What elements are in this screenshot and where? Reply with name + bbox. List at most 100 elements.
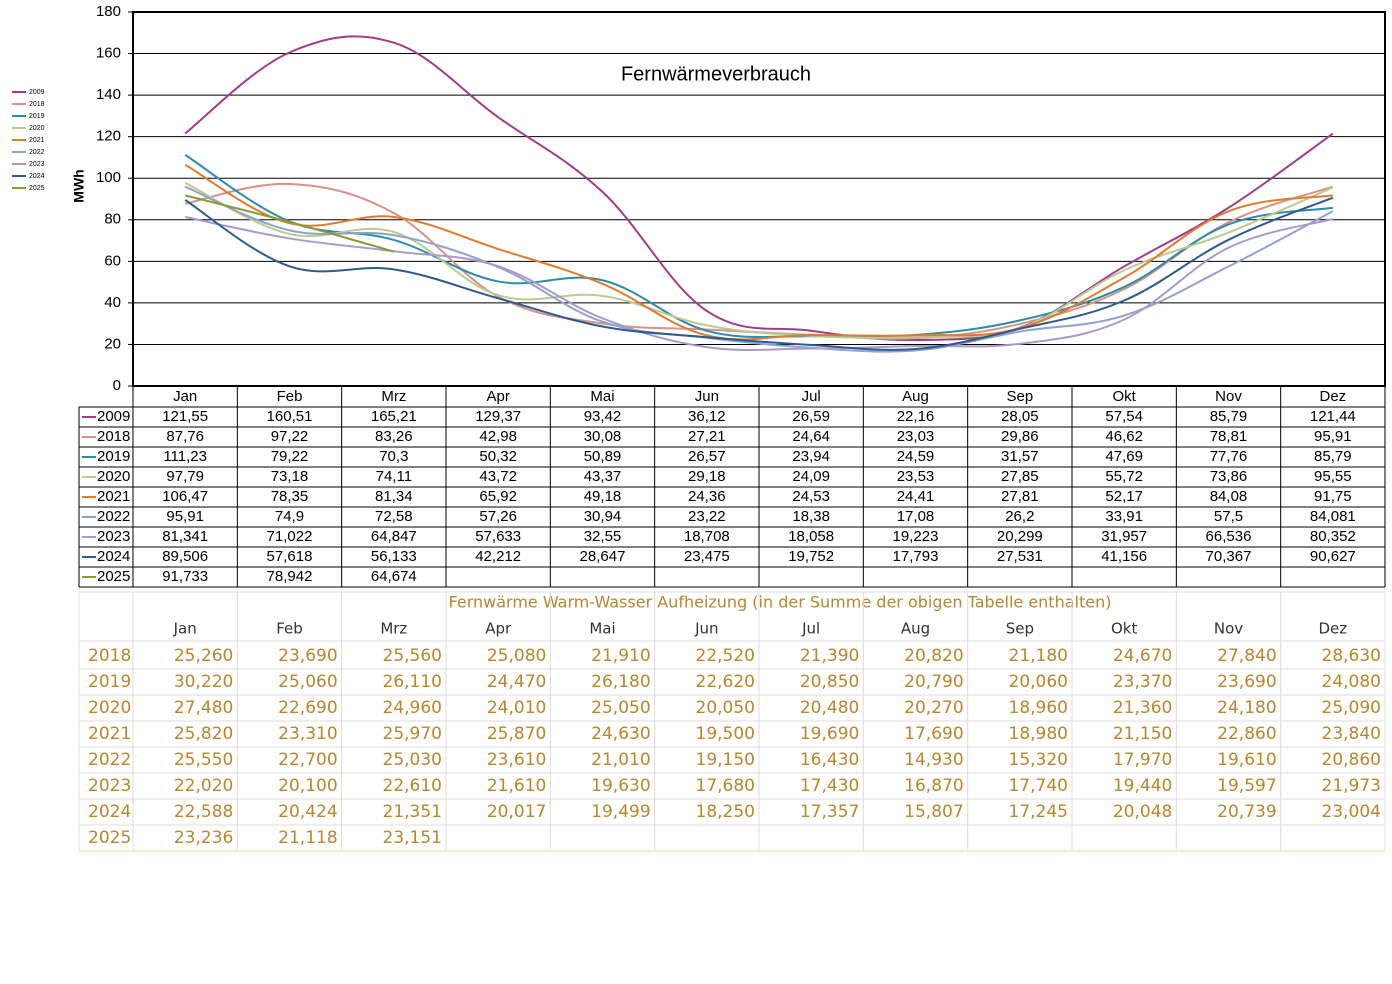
table-value: 30,94	[584, 508, 622, 525]
table-value: 23,475	[684, 548, 730, 565]
series-line	[184, 185, 1334, 353]
table-value: 33,91	[1105, 508, 1143, 525]
hw-value: 21,010	[591, 750, 650, 770]
hw-year: 2025	[88, 828, 131, 848]
hw-year: 2023	[88, 776, 131, 796]
table-value: 26,2	[1005, 508, 1034, 525]
hw-value: 19,499	[591, 802, 650, 822]
hw-year: 2019	[88, 672, 131, 692]
x-tick-label: Mai	[590, 388, 614, 405]
hw-value: 20,850	[800, 672, 859, 692]
hw-value: 25,550	[174, 750, 233, 770]
table-value: 106,47	[162, 488, 208, 505]
table-value: 18,708	[684, 528, 730, 545]
table-value: 97,22	[271, 428, 309, 445]
hw-value: 20,100	[278, 776, 337, 796]
hw-year: 2024	[88, 802, 131, 822]
hw-value: 25,080	[487, 646, 546, 666]
chart-title: Fernwärmeverbrauch	[621, 63, 811, 85]
hw-value: 23,840	[1322, 724, 1381, 744]
hw-value: 19,690	[800, 724, 859, 744]
table-value: 24,59	[897, 448, 935, 465]
hw-value: 19,440	[1113, 776, 1172, 796]
hw-column-label: Nov	[1214, 620, 1243, 638]
legend-label: 2023	[29, 161, 45, 168]
x-tick-label: Okt	[1112, 388, 1136, 405]
hw-value: 17,245	[1009, 802, 1068, 822]
table-value: 87,76	[166, 428, 204, 445]
table-value: 18,38	[792, 508, 830, 525]
table-value: 65,92	[479, 488, 517, 505]
table-value: 72,58	[375, 508, 413, 525]
table-value: 78,942	[267, 568, 313, 585]
table-value: 49,18	[584, 488, 622, 505]
hw-value: 15,320	[1009, 750, 1068, 770]
legend-label: 2018	[29, 101, 45, 108]
table-value: 121,44	[1310, 408, 1356, 425]
table-value: 95,91	[166, 508, 204, 525]
y-tick-label: 100	[96, 169, 121, 186]
x-tick-label: Jun	[695, 388, 719, 405]
hw-value: 25,050	[591, 698, 650, 718]
table-value: 18,058	[788, 528, 834, 545]
table-value: 26,57	[688, 448, 726, 465]
table-value: 41,156	[1101, 548, 1147, 565]
hw-value: 20,820	[904, 646, 963, 666]
x-tick-label: Feb	[277, 388, 303, 405]
x-tick-label: Mrz	[381, 388, 406, 405]
legend-label: 2024	[29, 173, 45, 180]
table-value: 24,53	[792, 488, 830, 505]
table-value: 78,81	[1210, 428, 1248, 445]
hw-value: 18,960	[1009, 698, 1068, 718]
hw-year: 2020	[88, 698, 131, 718]
hw-value: 26,110	[383, 672, 442, 692]
hw-value: 21,390	[800, 646, 859, 666]
y-tick-label: 180	[96, 3, 121, 20]
table-value: 77,76	[1210, 448, 1248, 465]
table-value: 57,5	[1214, 508, 1243, 525]
hw-value: 20,050	[696, 698, 755, 718]
hw-value: 19,500	[696, 724, 755, 744]
table-value: 89,506	[162, 548, 208, 565]
table-value: 31,957	[1101, 528, 1147, 545]
table-value: 84,081	[1310, 508, 1356, 525]
table-value: 24,64	[792, 428, 830, 445]
hw-value: 17,690	[904, 724, 963, 744]
hw-value: 17,970	[1113, 750, 1172, 770]
hw-value: 24,960	[383, 698, 442, 718]
table-value: 93,42	[584, 408, 622, 425]
hw-value: 17,430	[800, 776, 859, 796]
table-value: 73,86	[1210, 468, 1248, 485]
hw-value: 24,630	[591, 724, 650, 744]
table-value: 23,03	[897, 428, 935, 445]
series-line	[184, 163, 1333, 341]
hw-value: 23,004	[1322, 802, 1381, 822]
hw-column-label: Dez	[1319, 620, 1348, 638]
hw-value: 26,180	[591, 672, 650, 692]
table-value: 70,367	[1206, 548, 1252, 565]
hw-value: 21,973	[1322, 776, 1381, 796]
hw-column-label: Jun	[694, 620, 718, 638]
table-value: 52,17	[1105, 488, 1143, 505]
hw-value: 24,010	[487, 698, 546, 718]
table-value: 43,72	[479, 468, 517, 485]
hw-value: 16,870	[904, 776, 963, 796]
hw-value: 23,690	[1217, 672, 1276, 692]
table-value: 70,3	[379, 448, 408, 465]
hw-value: 21,180	[1009, 646, 1068, 666]
hw-value: 20,790	[904, 672, 963, 692]
table-value: 71,022	[267, 528, 313, 545]
hw-value: 20,048	[1113, 802, 1172, 822]
table-value: 27,85	[1001, 468, 1039, 485]
table-value: 42,212	[475, 548, 521, 565]
table-value: 121,55	[162, 408, 208, 425]
hw-value: 21,351	[383, 802, 442, 822]
hw-value: 25,560	[383, 646, 442, 666]
table-value: 81,34	[375, 488, 413, 505]
hw-value: 22,610	[383, 776, 442, 796]
series-line	[184, 216, 1334, 351]
table-value: 50,89	[584, 448, 622, 465]
y-tick-label: 160	[96, 45, 121, 62]
hw-year: 2018	[88, 646, 131, 666]
